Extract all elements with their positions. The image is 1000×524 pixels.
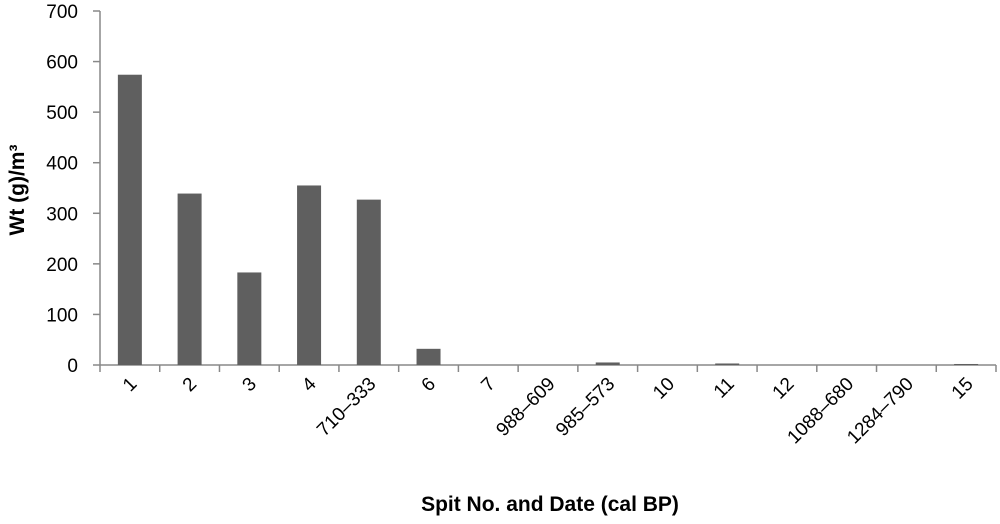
bar <box>416 348 441 365</box>
x-tick-label: 985–573 <box>552 374 619 441</box>
x-tick-label: 12 <box>769 374 799 404</box>
x-tick-label: 6 <box>418 374 440 396</box>
bar <box>954 363 979 365</box>
x-tick-label: 3 <box>239 374 261 396</box>
bar <box>715 363 740 365</box>
x-tick-label: 2 <box>179 374 201 396</box>
x-tick-label: 15 <box>948 374 978 404</box>
y-tick-label: 200 <box>46 255 78 276</box>
bar <box>117 74 142 365</box>
y-tick-label: 700 <box>46 2 78 23</box>
x-tick-label: 7 <box>477 374 499 396</box>
y-tick-label: 300 <box>46 204 78 225</box>
x-axis-title: Spit No. and Date (cal BP) <box>421 493 679 516</box>
bar <box>595 362 620 365</box>
y-tick-label: 400 <box>46 154 78 175</box>
bar <box>177 193 202 365</box>
x-tick-label: 10 <box>649 374 679 404</box>
x-tick-label: 1 <box>119 374 141 396</box>
bar <box>237 272 262 365</box>
y-tick-label: 0 <box>67 356 78 377</box>
y-tick-label: 600 <box>46 53 78 74</box>
bar <box>356 199 381 365</box>
x-tick-label: 4 <box>298 373 321 396</box>
y-axis-title: Wt (g)/m³ <box>6 145 29 236</box>
y-tick-label: 500 <box>46 103 78 124</box>
x-tick-label: 988–609 <box>492 374 559 441</box>
x-tick-label: 11 <box>710 374 739 403</box>
bar <box>297 185 322 365</box>
x-tick-label: 710–333 <box>313 374 380 441</box>
y-tick-label: 100 <box>46 305 78 326</box>
